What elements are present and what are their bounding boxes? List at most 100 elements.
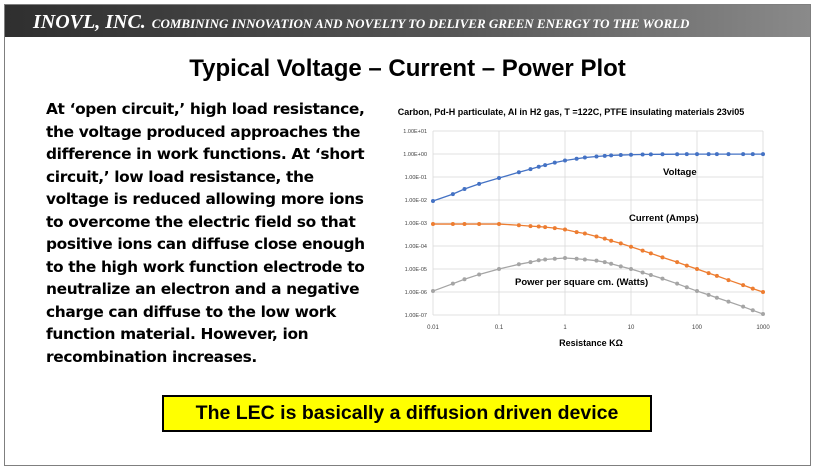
data-point [563, 256, 567, 261]
data-point [450, 222, 455, 227]
data-point [594, 258, 599, 263]
data-point [618, 153, 623, 158]
data-point [528, 224, 533, 229]
series-label: Current (Amps) [629, 213, 699, 224]
company-tagline: COMBINING INNOVATION AND NOVELTY TO DELI… [151, 16, 690, 31]
data-point [609, 238, 614, 243]
y-axis-ticks: 1.00E-07 1.00E-06 1.00E-05 1.00E-04 1.00E-03… [403, 129, 427, 319]
data-point [516, 262, 521, 267]
data-point [462, 187, 467, 192]
y-tick-label: 1.00E+00 [403, 152, 427, 158]
data-point [640, 248, 645, 253]
y-tick-label: 1.00E-07 [405, 313, 427, 319]
data-point [563, 158, 567, 163]
vip-chart: Carbon, Pd-H particulate, Al in H2 gas, … [398, 107, 771, 348]
data-point [594, 154, 599, 159]
data-point [574, 256, 579, 261]
data-point [477, 181, 482, 186]
data-point [516, 170, 521, 175]
y-tick-label: 1.00E-04 [405, 244, 427, 250]
data-point [552, 256, 557, 261]
data-point [602, 153, 607, 158]
data-point [695, 267, 699, 271]
x-tick-label: 0.01 [427, 325, 439, 331]
x-tick-label: 0.1 [495, 325, 504, 331]
data-point [741, 152, 746, 157]
data-point [528, 260, 533, 265]
data-point [582, 155, 587, 160]
data-point [741, 283, 746, 288]
data-point [582, 257, 587, 262]
data-point [609, 261, 614, 266]
series-label: Voltage [663, 167, 697, 178]
data-point [536, 224, 541, 229]
data-point [497, 267, 501, 271]
data-point [431, 222, 435, 227]
data-point [582, 231, 587, 236]
data-point [726, 152, 731, 157]
data-point [602, 236, 607, 241]
data-point [714, 295, 719, 300]
data-point [761, 152, 765, 157]
data-point [675, 152, 680, 157]
data-point [629, 152, 633, 157]
slide-title: Typical Voltage – Current – Power Plot [189, 55, 626, 82]
x-tick-label: 10 [628, 325, 635, 331]
y-tick-label: 1.00E+01 [403, 129, 427, 135]
data-point [497, 222, 501, 227]
data-point [563, 227, 567, 232]
data-point [726, 278, 731, 283]
series-label: Power per square cm. (Watts) [515, 277, 648, 288]
data-point [648, 272, 653, 277]
data-point [609, 153, 614, 158]
data-point [750, 308, 755, 313]
company-name: INOVL, INC. [33, 11, 146, 33]
y-tick-label: 1.00E-02 [405, 198, 427, 204]
data-point [543, 163, 548, 168]
data-point [660, 255, 665, 260]
data-point [543, 257, 548, 262]
chart-title: Carbon, Pd-H particulate, Al in H2 gas, … [398, 107, 745, 117]
header-banner: INOVL, INC. COMBINING INNOVATION AND NOVE… [5, 5, 810, 37]
data-point [574, 156, 579, 161]
data-point [528, 167, 533, 172]
data-point [706, 292, 711, 297]
data-point [552, 226, 557, 231]
data-point [684, 285, 689, 290]
data-point [684, 152, 689, 157]
data-point [761, 312, 765, 317]
data-point [750, 286, 755, 291]
data-point [536, 164, 541, 169]
data-point [714, 273, 719, 278]
slide: INOVL, INC. COMBINING INNOVATION AND NOVE… [4, 4, 811, 466]
data-point [536, 258, 541, 263]
data-point [516, 223, 521, 228]
data-point [497, 176, 501, 181]
data-point [629, 244, 633, 249]
body-paragraph: At ‘open circuit,’ high load resistance,… [46, 100, 365, 366]
data-point [761, 290, 765, 294]
data-point [450, 281, 455, 286]
chart-series [431, 152, 765, 317]
data-point [741, 304, 746, 309]
x-tick-label: 100 [692, 325, 703, 331]
series-labels: Voltage Current (Amps) Power per square cm… [515, 167, 699, 288]
data-point [552, 160, 557, 165]
data-point [726, 299, 731, 304]
data-point [618, 264, 623, 269]
data-point [640, 270, 645, 275]
data-point [629, 267, 633, 271]
data-point [450, 192, 455, 197]
y-tick-label: 1.00E-05 [405, 267, 427, 273]
data-point [660, 276, 665, 281]
data-point [684, 263, 689, 268]
data-point [675, 281, 680, 286]
x-axis-label: Resistance KΩ [559, 338, 623, 348]
x-axis-ticks: 0.01 0.1 1 10 100 1000 [427, 325, 770, 331]
data-point [594, 234, 599, 239]
series-line [432, 153, 763, 202]
data-point [648, 251, 653, 256]
data-point [695, 289, 699, 294]
banner-text: INOVL, INC. COMBINING INNOVATION AND NOVE… [33, 11, 689, 34]
data-point [714, 152, 719, 157]
